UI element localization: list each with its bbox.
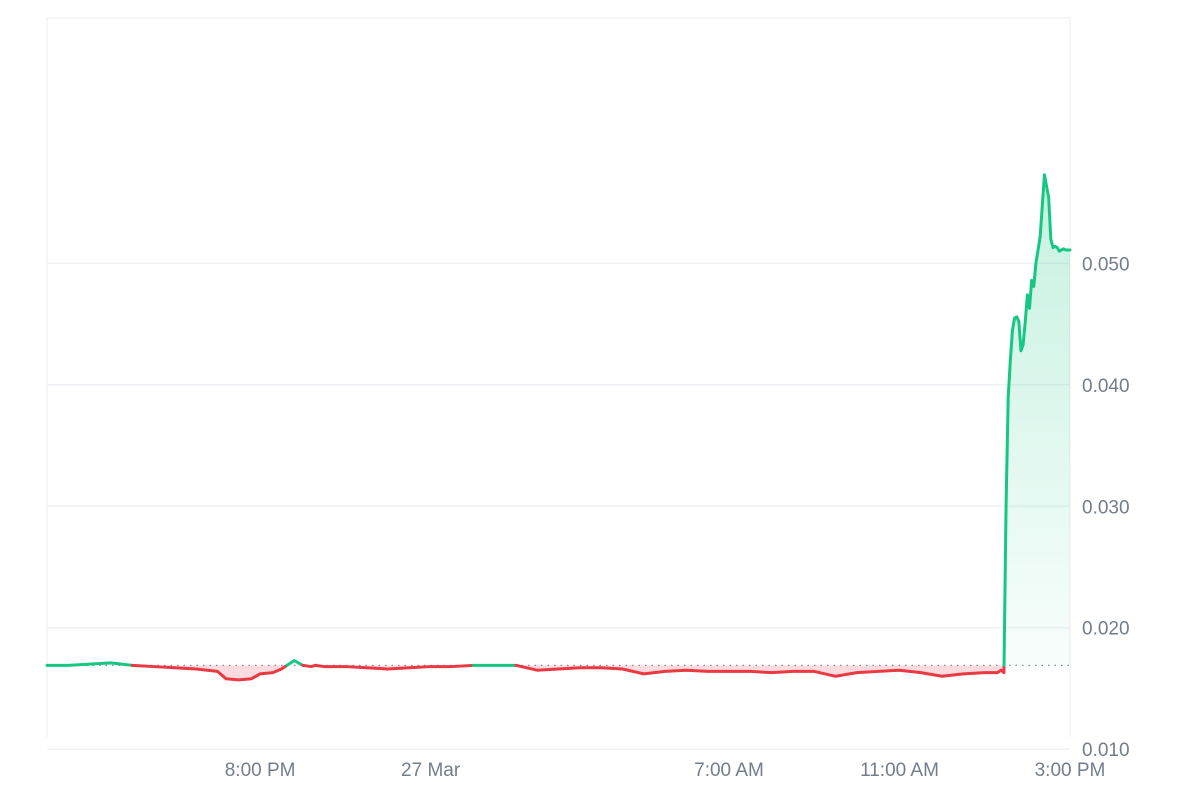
price-line-down[interactable] — [314, 663, 475, 671]
price-line-down[interactable] — [301, 663, 318, 669]
y-tick-label: 0.040 — [1082, 376, 1130, 397]
y-tick-label: 0.020 — [1082, 619, 1130, 640]
y-tick-label: 0.050 — [1082, 254, 1130, 275]
x-tick-label: 8:00 PM — [225, 760, 296, 781]
x-tick-label: 7:00 AM — [694, 760, 764, 781]
x-tick-label: 27 Mar — [401, 760, 461, 781]
y-tick-label: 0.030 — [1082, 497, 1130, 518]
y-tick-label: 0.010 — [1082, 740, 1130, 761]
price-line-up[interactable] — [45, 661, 134, 667]
price-line-down[interactable] — [514, 663, 1006, 678]
price-line-up[interactable] — [285, 658, 305, 667]
x-tick-label: 11:00 AM — [860, 760, 939, 781]
x-tick-label: 3:00 PM — [1035, 760, 1106, 781]
price-line-up[interactable] — [1002, 173, 1072, 667]
price-area-up — [1004, 174, 1070, 666]
price-line-down[interactable] — [130, 663, 289, 682]
price-area-down — [132, 665, 287, 680]
